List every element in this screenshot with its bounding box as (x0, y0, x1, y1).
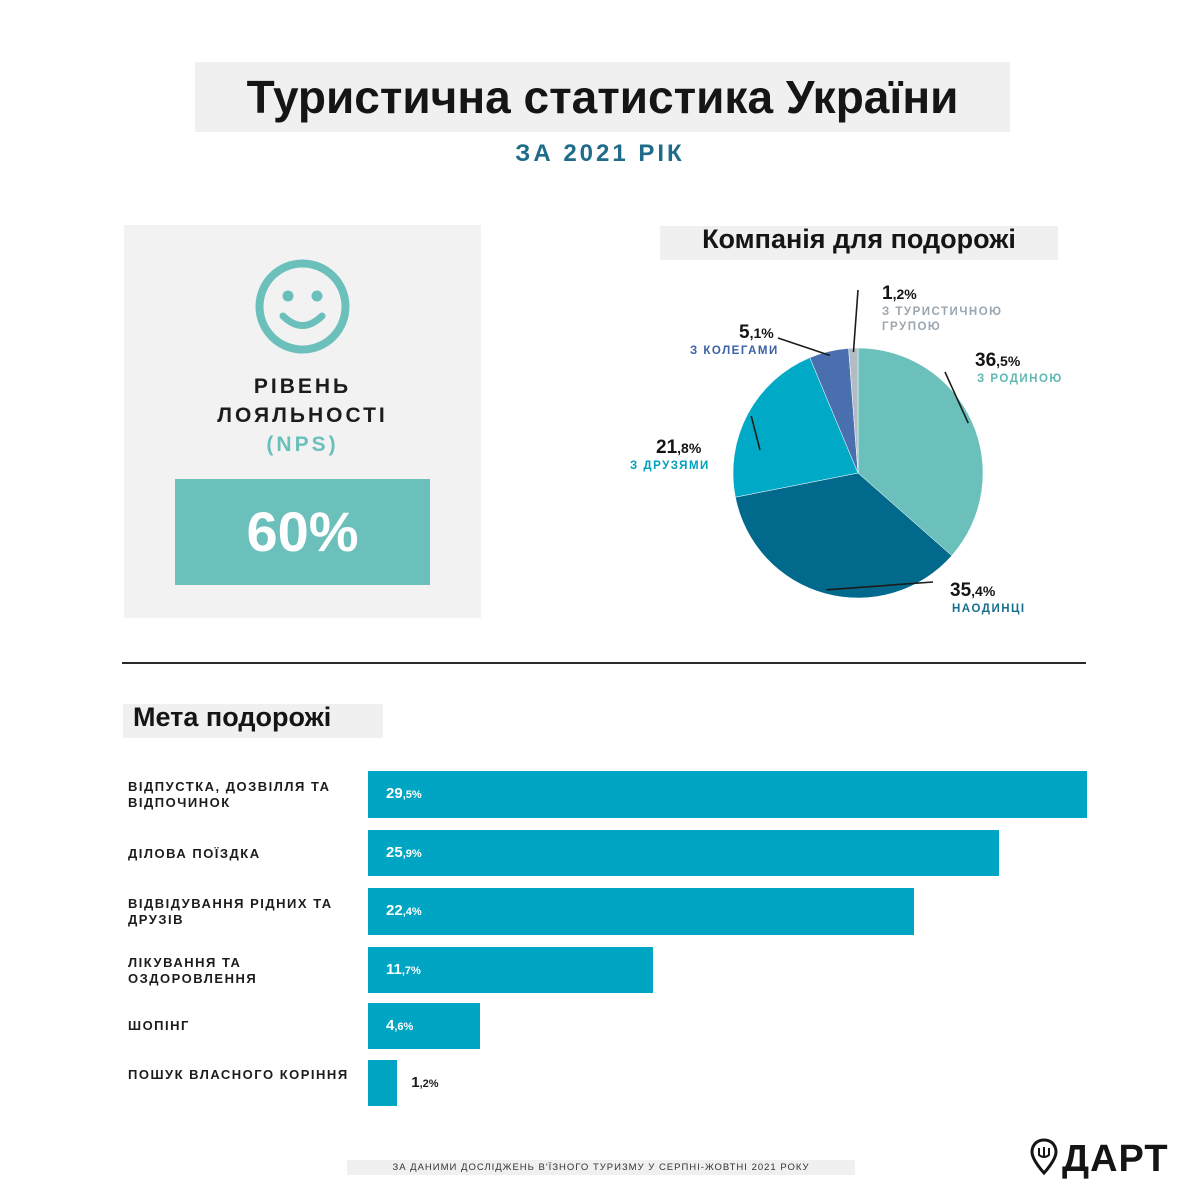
pie-label-colleagues: 5,1% З КОЛЕГАМИ (690, 322, 779, 359)
nps-label-line3: (NPS) (266, 433, 339, 456)
bar-visiting (368, 888, 914, 935)
companion-pie-chart (732, 289, 984, 599)
bar-value-visiting: 22,4% (386, 902, 422, 919)
pie-label-tour-group-category-line2: ГРУПОЮ (882, 321, 942, 333)
pie-slice-alone (735, 472, 953, 599)
nps-value-box (175, 479, 430, 585)
purpose-title-background (123, 704, 383, 738)
pie-label-friends-value: 21,8% (656, 437, 702, 458)
pie-label-tour-group: 1,2% З ТУРИСТИЧНОЮ ГРУПОЮ (882, 283, 1003, 335)
smiley-face-icon (255, 259, 350, 354)
companion-title-background (660, 226, 1058, 260)
pie-label-tour-group-category-line1: З ТУРИСТИЧНОЮ (882, 306, 1003, 318)
pie-label-colleagues-value: 5,1% (739, 322, 774, 343)
pie-label-colleagues-category: З КОЛЕГАМИ (690, 345, 779, 357)
nps-label-line2: ЛОЯЛЬНОСТІ (217, 404, 388, 427)
bar-value-health: 11,7% (386, 961, 421, 978)
pie-slice-friends (732, 357, 859, 498)
bar-label-vacation: ВІДПУСТКА, ДОЗВІЛЛЯ ТА ВІДПОЧИНОК (128, 779, 331, 810)
logo-text: ДАРТ (1062, 1138, 1169, 1180)
pie-label-tour-group-value: 1,2% (882, 283, 917, 304)
page-subtitle: ЗА 2021 РІК (515, 140, 685, 167)
nps-label: РІВЕНЬ ЛОЯЛЬНОСТІ (NPS) (124, 372, 481, 459)
section-divider (122, 662, 1086, 664)
page-title: Туристична статистика України (246, 71, 959, 123)
location-pin-trident-icon (1030, 1138, 1058, 1176)
bar-label-business: ДІЛОВА ПОЇЗДКА (128, 846, 261, 861)
bar-roots (368, 1060, 398, 1106)
title-background (195, 62, 1010, 132)
pie-label-alone-category: НАОДИНЦІ (952, 603, 1026, 615)
bar-label-health: ЛІКУВАННЯ ТА ОЗДОРОВЛЕННЯ (128, 955, 258, 986)
pie-label-family-value: 36,5% (975, 350, 1021, 371)
nps-value: 60% (246, 500, 359, 563)
bar-value-shopping: 4,6% (386, 1017, 414, 1034)
bar-label-visiting: ВІДВІДУВАННЯ РІДНИХ ТА ДРУЗІВ (128, 896, 333, 927)
pie-label-friends-category: З ДРУЗЯМИ (630, 460, 710, 472)
pie-leader-alone (826, 581, 934, 591)
bar-label-shopping: ШОПІНГ (128, 1018, 190, 1033)
pie-label-alone: 35,4% НАОДИНЦІ (950, 580, 1026, 617)
purpose-chart-title: Мета подорожі (133, 702, 332, 732)
bar-health (368, 947, 654, 993)
companion-chart-title: Компанія для подорожі (702, 224, 1016, 254)
bar-label-roots: ПОШУК ВЛАСНОГО КОРІННЯ (128, 1067, 349, 1082)
pie-leader-colleagues (777, 337, 831, 357)
pie-leader-friends (750, 415, 761, 451)
pie-leader-tour-group (852, 289, 859, 353)
pie-label-family: 36,5% З РОДИНОЮ (975, 350, 1063, 387)
bar-business (368, 830, 1000, 876)
source-note-background (347, 1160, 855, 1175)
bar-value-roots: 1,2% (411, 1074, 439, 1091)
source-note: ЗА ДАНИМИ ДОСЛІДЖЕНЬ В'ЇЗНОГО ТУРИЗМУ У … (392, 1162, 810, 1173)
bar-shopping (368, 1003, 481, 1049)
bar-value-business: 25,9% (386, 844, 422, 861)
pie-slice-family (857, 347, 984, 557)
pie-label-alone-value: 35,4% (950, 580, 996, 601)
pie-label-family-category: З РОДИНОЮ (977, 373, 1063, 385)
bar-vacation (368, 771, 1087, 818)
nps-label-line1: РІВЕНЬ (253, 375, 352, 398)
bar-value-vacation: 29,5% (386, 785, 422, 802)
pie-label-friends: 21,8% З ДРУЗЯМИ (630, 437, 710, 474)
pie-leader-family (944, 371, 970, 424)
